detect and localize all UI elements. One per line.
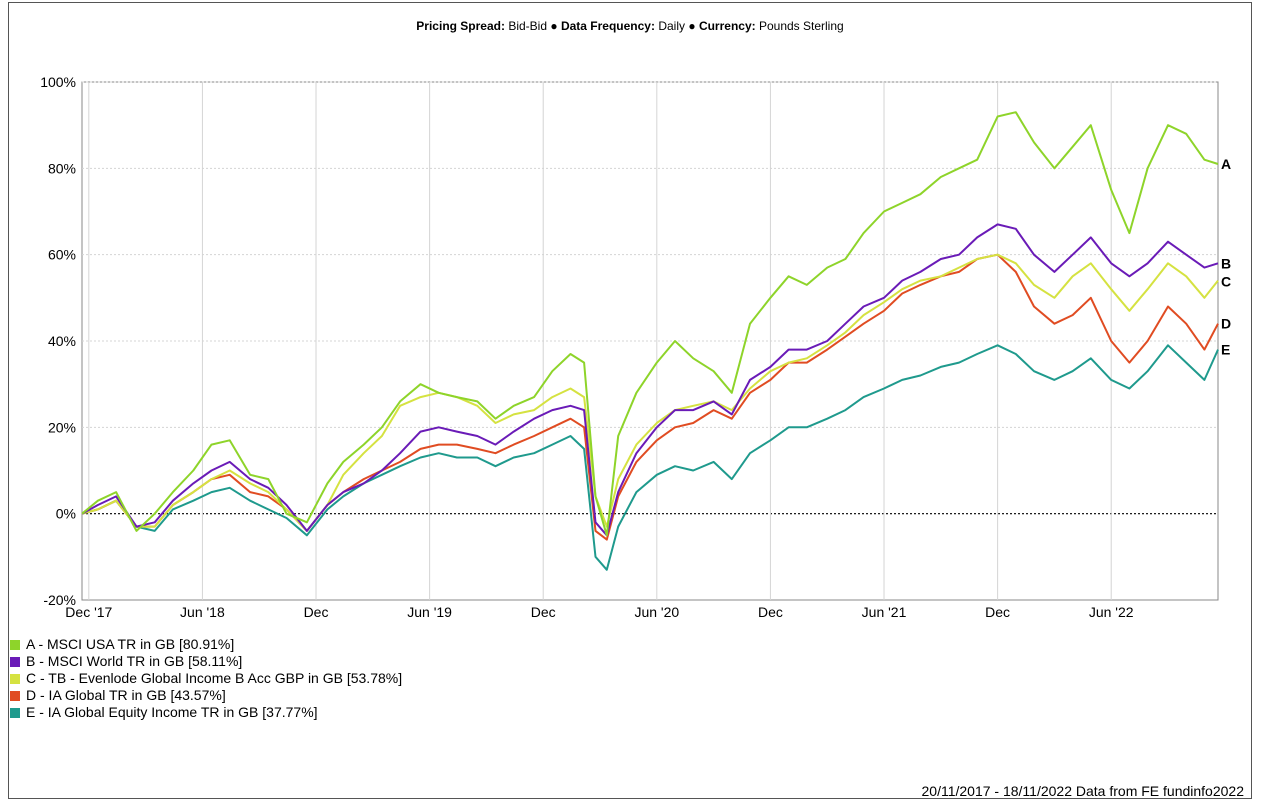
legend-entry-b: B - MSCI World TR in GB [58.11%] [10,653,402,670]
currency-key: Currency: [698,19,756,33]
y-tick-label: 20% [48,419,76,435]
legend-label: C - TB - Evenlode Global Income B Acc GB… [26,670,403,686]
legend-entry-d: D - IA Global TR in GB [43.57%] [10,687,402,704]
legend-swatch [10,708,20,719]
pricing-spread-key: Pricing Spread: [416,19,505,33]
y-tick-label: -20% [43,592,76,608]
series-line-b [81,223,1219,537]
chart-legend: A - MSCI USA TR in GB [80.91%] B - MSCI W… [10,636,402,721]
series-end-label-b: B [1221,255,1231,271]
x-tick-label: Dec [531,604,556,620]
series-end-label-e: E [1221,342,1230,358]
series-line-c [81,253,1219,532]
legend-label: D - IA Global TR in GB [43.57%] [26,687,226,703]
series-line-a [81,111,1219,537]
legend-entry-a: A - MSCI USA TR in GB [80.91%] [10,636,402,653]
x-tick-label: Jun '20 [634,604,679,620]
x-tick-label: Dec '17 [65,604,112,620]
x-tick-label: Jun '19 [407,604,452,620]
legend-swatch [10,657,20,668]
date-range-footer: 20/11/2017 - 18/11/2022 Data from FE fun… [921,783,1245,799]
legend-swatch [10,674,20,685]
y-tick-label: 40% [48,333,76,349]
series-end-label-d: D [1221,316,1231,332]
legend-label: B - MSCI World TR in GB [58.11%] [26,653,243,669]
x-tick-label: Dec [758,604,783,620]
pricing-spread-value: Bid-Bid [508,19,548,33]
legend-swatch [10,691,20,702]
y-tick-label: 100% [40,74,76,90]
separator-2: ● [688,19,696,33]
chart-header: Pricing Spread: Bid-Bid ● Data Frequency… [9,19,1251,33]
series-end-label-c: C [1221,273,1231,289]
chart-frame: Pricing Spread: Bid-Bid ● Data Frequency… [8,2,1252,799]
y-tick-label: 0% [56,506,76,522]
legend-label: E - IA Global Equity Income TR in GB [37… [26,704,318,720]
data-frequency-value: Daily [658,19,685,33]
series-line-e [81,344,1219,571]
x-tick-label: Jun '22 [1089,604,1134,620]
series-line-d [81,253,1219,541]
legend-label: A - MSCI USA TR in GB [80.91%] [26,636,235,652]
data-frequency-key: Data Frequency: [560,19,655,33]
separator-1: ● [550,19,558,33]
currency-value: Pounds Sterling [758,19,844,33]
y-tick-label: 60% [48,247,76,263]
legend-swatch [10,640,20,651]
series-end-label-a: A [1221,156,1231,172]
x-tick-label: Jun '18 [180,604,225,620]
x-tick-label: Dec [304,604,329,620]
x-tick-label: Jun '21 [862,604,907,620]
legend-entry-c: C - TB - Evenlode Global Income B Acc GB… [10,670,402,687]
y-tick-label: 80% [48,160,76,176]
x-tick-label: Dec [985,604,1010,620]
legend-entry-e: E - IA Global Equity Income TR in GB [37… [10,704,402,721]
